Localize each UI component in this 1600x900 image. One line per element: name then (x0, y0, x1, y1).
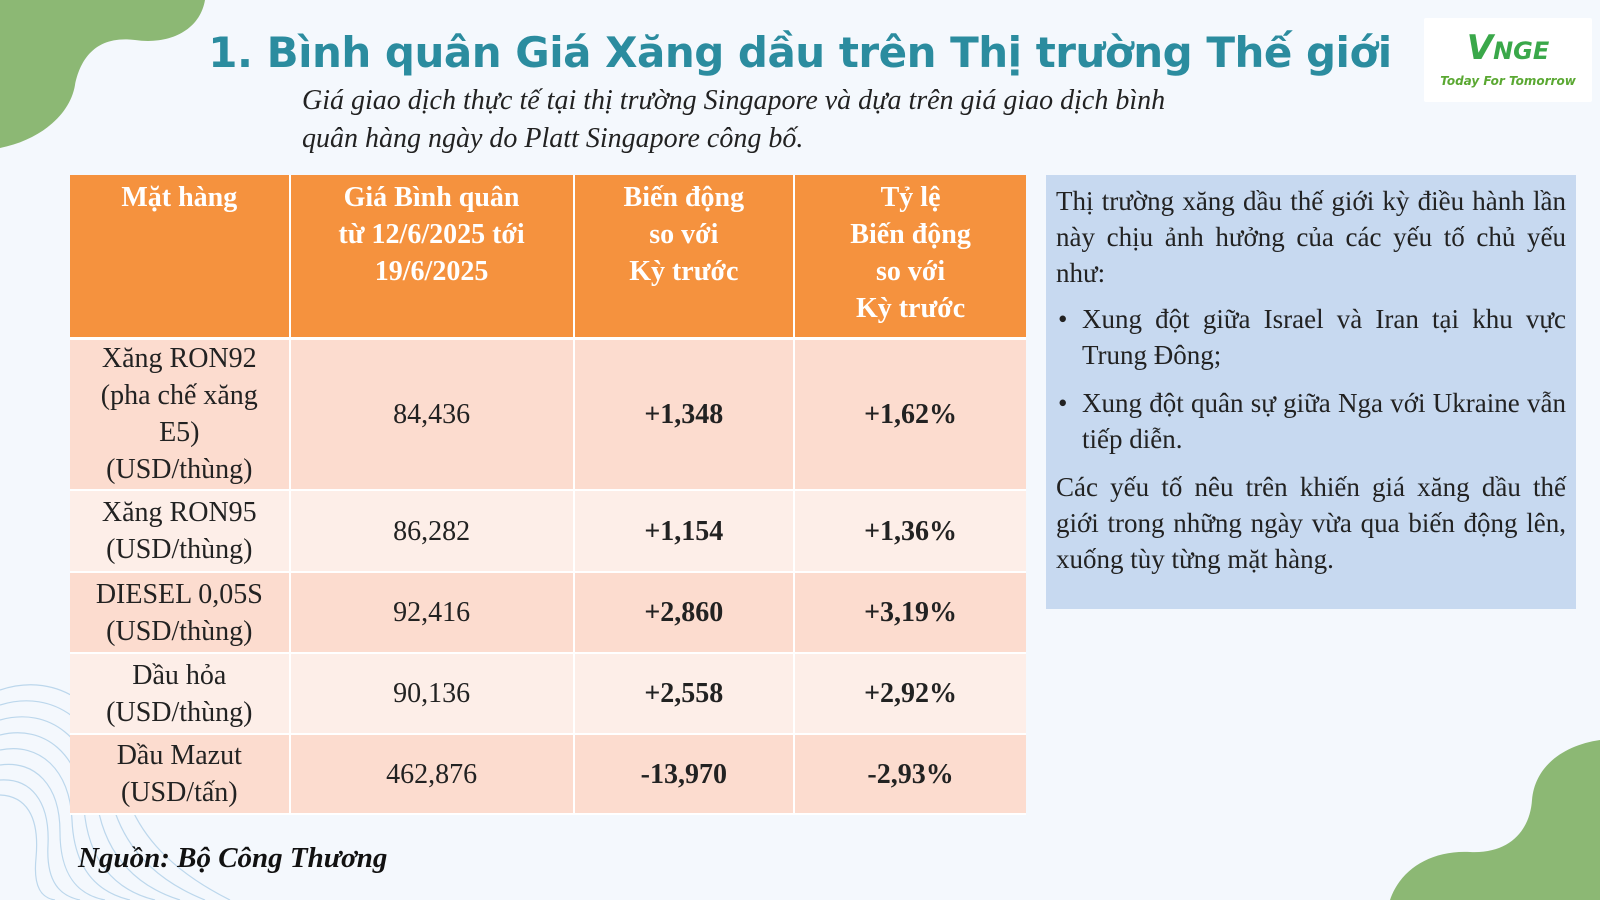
factor-text: Xung đột giữa Israel và Iran tại khu vực… (1082, 304, 1566, 370)
header-item: Mặt hàng (70, 175, 291, 340)
cell-change-rate: -2,93% (794, 734, 1026, 815)
cell-change-rate: +1,36% (794, 490, 1026, 573)
cell-price: 92,416 (289, 572, 575, 654)
item-line: (USD/tấn) (120, 777, 238, 808)
header-line: so với (875, 256, 946, 287)
subtitle-line: quân hàng ngày do Platt Singapore công b… (302, 123, 804, 154)
header-line: Kỳ trước (629, 256, 739, 287)
header-line: Kỳ trước (855, 293, 966, 324)
header-line: 19/6/2025 (374, 256, 489, 287)
item-line: Dầu hỏa (132, 659, 227, 691)
item-line: (USD/thùng) (106, 534, 253, 565)
factor-list: • Xung đột giữa Israel và Iran tại khu vự… (1056, 301, 1566, 457)
factor-text: Xung đột quân sự giữa Nga với Ukraine vẫ… (1082, 388, 1566, 454)
cell-price: 84,436 (289, 338, 575, 491)
item-line: DIESEL 0,05S (95, 578, 263, 610)
item-line: (USD/thùng) (106, 615, 253, 647)
item-line: Dầu Mazut (116, 740, 242, 771)
logo-brand: VNGE (1424, 28, 1592, 68)
cell-change-rate: +1,62% (794, 338, 1026, 491)
cell-change-rate: +3,19% (794, 572, 1026, 654)
bullet-dot-icon: • (1058, 304, 1068, 334)
cell-item: Xăng RON92 (pha chế xăng E5) (USD/thùng) (70, 338, 291, 491)
cell-item: Xăng RON95 (USD/thùng) (70, 490, 291, 573)
panel-conclusion: Các yếu tố nêu trên khiến giá xăng dầu t… (1056, 472, 1566, 574)
header-line: so với (649, 219, 719, 250)
header-change: Biến động so với Kỳ trước (573, 175, 796, 340)
item-line: E5) (159, 417, 200, 449)
page-subtitle: Giá giao dịch thực tế tại thị trường Sin… (302, 82, 1302, 158)
leaf-blob-decoration-top-left (0, 0, 205, 148)
bullet-dot-icon: • (1058, 388, 1068, 418)
cell-price: 86,282 (289, 490, 575, 573)
logo-tagline: Today For Tomorrow (1440, 74, 1576, 88)
price-table: Mặt hàng Giá Bình quân từ 12/6/2025 tới 19/… (70, 175, 1026, 815)
cell-item: DIESEL 0,05S (USD/thùng) (70, 572, 291, 654)
table-body: Xăng RON92 (pha chế xăng E5) (USD/thùng) 84,… (70, 338, 1026, 815)
analysis-panel: Thị trường xăng dầu thế giới kỳ điều hàn… (1046, 175, 1576, 609)
logo-brand-initial: V (1466, 28, 1494, 68)
page-title: 1. Bình quân Giá Xăng dầu trên Thị trườn… (208, 28, 1392, 77)
table-row: Dầu Mazut (USD/tấn) 462,876 -13,970 -2,93% (70, 734, 1026, 815)
cell-price: 90,136 (289, 653, 575, 735)
cell-change: +1,348 (573, 338, 796, 491)
header-line: từ 12/6/2025 tới (338, 219, 525, 250)
header-line: Tỷ lệ (880, 182, 941, 213)
item-line: (pha chế xăng (100, 380, 258, 412)
cell-change-rate: +2,92% (794, 653, 1026, 735)
header-change-rate: Tỷ lệ Biến động so với Kỳ trước (794, 175, 1026, 340)
header-line: Biến động (623, 182, 745, 213)
item-line: (USD/thùng) (106, 696, 253, 728)
table-row: Xăng RON92 (pha chế xăng E5) (USD/thùng) 84,… (70, 338, 1026, 491)
cell-item: Dầu Mazut (USD/tấn) (70, 734, 291, 815)
table-row: Xăng RON95 (USD/thùng) 86,282 +1,154 +1,36% (70, 490, 1026, 573)
cell-change: -13,970 (573, 734, 796, 815)
table-row: DIESEL 0,05S (USD/thùng) 92,416 +2,860 +3,19… (70, 572, 1026, 654)
source-note: Nguồn: Bộ Công Thương (78, 842, 388, 874)
cell-change: +1,154 (573, 490, 796, 573)
cell-price: 462,876 (289, 734, 575, 815)
subtitle-line: Giá giao dịch thực tế tại thị trường Sin… (302, 85, 1166, 116)
factor-item: • Xung đột quân sự giữa Nga với Ukraine v… (1058, 385, 1566, 457)
item-line: Xăng RON95 (101, 497, 257, 528)
cell-change: +2,558 (573, 653, 796, 735)
logo-brand-rest: NGE (1493, 37, 1550, 65)
factor-item: • Xung đột giữa Israel và Iran tại khu vự… (1058, 301, 1566, 373)
header-line: Giá Bình quân (343, 182, 520, 213)
panel-intro: Thị trường xăng dầu thế giới kỳ điều hàn… (1056, 186, 1566, 288)
table-row: Dầu hỏa (USD/thùng) 90,136 +2,558 +2,92% (70, 653, 1026, 735)
header-line: Mặt hàng (121, 182, 238, 213)
cell-item: Dầu hỏa (USD/thùng) (70, 653, 291, 735)
item-line: (USD/thùng) (106, 454, 253, 486)
vnge-logo: VNGE Today For Tomorrow (1424, 18, 1592, 102)
item-line: Xăng RON92 (101, 343, 257, 375)
cell-change: +2,860 (573, 572, 796, 654)
leaf-blob-decoration-bottom-right (1390, 740, 1600, 900)
header-line: Biến động (850, 219, 971, 250)
header-average-price: Giá Bình quân từ 12/6/2025 tới 19/6/2025 (289, 175, 575, 340)
table-header-row: Mặt hàng Giá Bình quân từ 12/6/2025 tới 19/… (70, 175, 1026, 340)
